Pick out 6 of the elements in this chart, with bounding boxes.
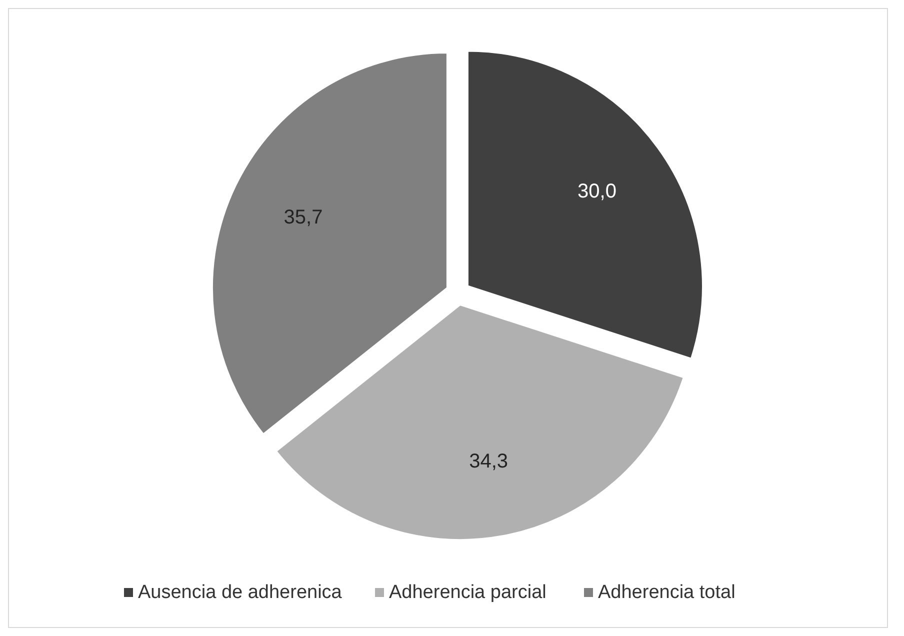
data-label: 30,0 xyxy=(578,180,616,202)
legend-label: Adherencia total xyxy=(598,582,736,604)
data-label: 35,7 xyxy=(284,206,323,229)
data-label: 34,3 xyxy=(469,450,508,472)
legend-label: Adherencia parcial xyxy=(389,582,546,604)
legend-label: Ausencia de adherenica xyxy=(138,582,342,604)
